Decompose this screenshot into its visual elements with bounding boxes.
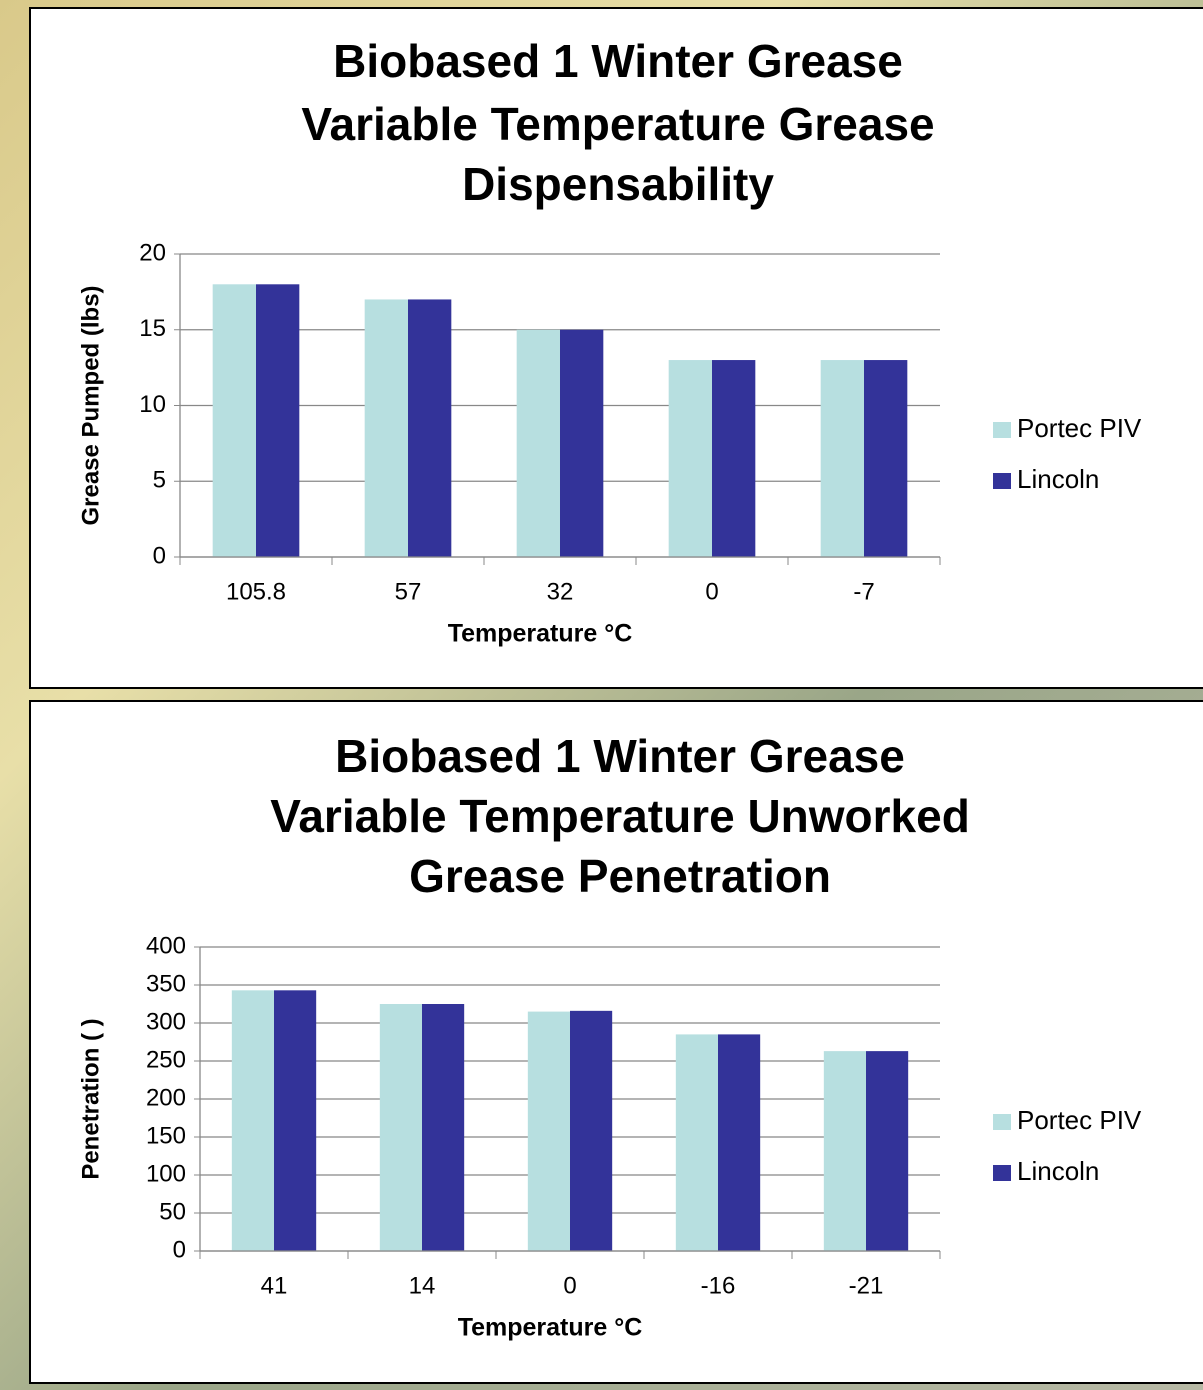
y-tick-label: 50: [159, 1198, 186, 1225]
chart-title: Grease Penetration: [409, 850, 831, 902]
x-tick-label: 57: [395, 578, 422, 605]
panel: [29, 700, 1203, 1384]
legend-label: Portec PIV: [1017, 413, 1142, 443]
legend-swatch: [993, 422, 1011, 438]
legend-swatch: [993, 1165, 1011, 1181]
y-tick-label: 150: [146, 1122, 186, 1149]
bar: [379, 1004, 422, 1251]
bar: [256, 284, 300, 557]
legend-label: Lincoln: [1017, 464, 1099, 494]
y-tick-label: 0: [153, 542, 166, 569]
chart-title: Variable Temperature Unworked: [270, 790, 970, 842]
bar: [570, 1010, 613, 1251]
y-tick-label: 0: [173, 1236, 186, 1263]
x-axis-label: Temperature °C: [458, 1314, 643, 1342]
y-axis-label: Grease Pumped (lbs): [77, 285, 104, 525]
bar: [231, 990, 274, 1251]
bar: [820, 360, 864, 557]
y-tick-label: 300: [146, 1008, 186, 1035]
y-tick-label: 100: [146, 1160, 186, 1187]
y-axis-label: Penetration ( ): [77, 1018, 104, 1179]
y-tick-label: 350: [146, 970, 186, 997]
y-tick-label: 400: [146, 932, 186, 959]
x-axis-label: Temperature °C: [448, 620, 633, 648]
y-tick-label: 20: [139, 239, 166, 266]
bar: [408, 299, 452, 557]
bar: [560, 329, 604, 557]
bar: [527, 1011, 570, 1251]
chart-title: Variable Temperature Grease: [301, 98, 934, 150]
legend-swatch: [993, 1114, 1011, 1130]
bar: [866, 1051, 909, 1251]
chart-title: Dispensability: [462, 158, 774, 210]
x-tick-label: -21: [849, 1272, 884, 1299]
y-tick-label: 15: [139, 315, 166, 342]
bar: [712, 360, 756, 557]
x-tick-label: 41: [261, 1272, 288, 1299]
bar: [274, 990, 317, 1251]
y-tick-label: 250: [146, 1046, 186, 1073]
x-tick-label: 105.8: [226, 578, 286, 605]
legend-swatch: [993, 473, 1011, 489]
bar: [668, 360, 712, 557]
y-tick-label: 10: [139, 391, 166, 418]
x-tick-label: -7: [853, 578, 874, 605]
chart-title: Biobased 1 Winter Grease: [335, 730, 905, 782]
bar: [212, 284, 256, 557]
legend-label: Portec PIV: [1017, 1105, 1142, 1135]
x-tick-label: 32: [547, 578, 574, 605]
bar: [364, 299, 408, 557]
bar: [516, 329, 560, 557]
x-tick-label: 14: [409, 1272, 436, 1299]
y-tick-label: 5: [153, 467, 166, 494]
bar: [422, 1004, 465, 1251]
x-tick-label: 0: [563, 1272, 576, 1299]
legend-label: Lincoln: [1017, 1156, 1099, 1186]
bar: [675, 1034, 718, 1251]
y-tick-label: 200: [146, 1084, 186, 1111]
bar: [823, 1051, 866, 1251]
bar: [864, 360, 908, 557]
x-tick-label: -16: [701, 1272, 736, 1299]
bar: [718, 1034, 761, 1251]
x-tick-label: 0: [705, 578, 718, 605]
chart-title: Biobased 1 Winter Grease: [333, 35, 903, 87]
